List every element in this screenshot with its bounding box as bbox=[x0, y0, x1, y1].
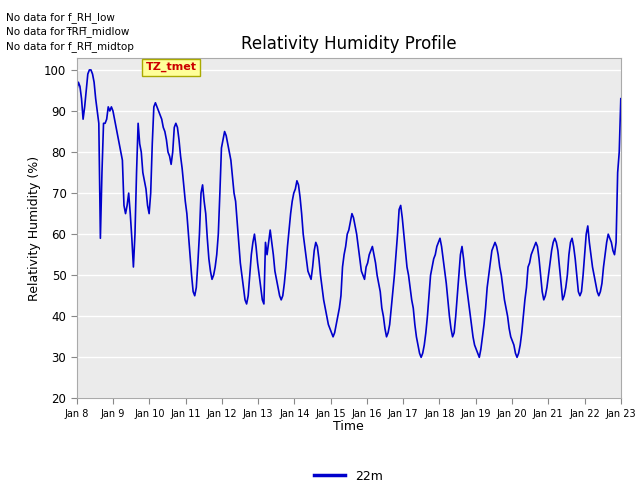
X-axis label: Time: Time bbox=[333, 420, 364, 433]
Text: No data for f_RH̅_midtop: No data for f_RH̅_midtop bbox=[6, 41, 134, 52]
Title: Relativity Humidity Profile: Relativity Humidity Profile bbox=[241, 35, 456, 53]
Text: TZ_tmet: TZ_tmet bbox=[146, 62, 196, 72]
Y-axis label: Relativity Humidity (%): Relativity Humidity (%) bbox=[28, 156, 42, 300]
Text: No data for f̅RH̅_midlow: No data for f̅RH̅_midlow bbox=[6, 26, 130, 37]
Text: No data for f_RH_low: No data for f_RH_low bbox=[6, 12, 115, 23]
Legend: 22m: 22m bbox=[309, 465, 388, 480]
